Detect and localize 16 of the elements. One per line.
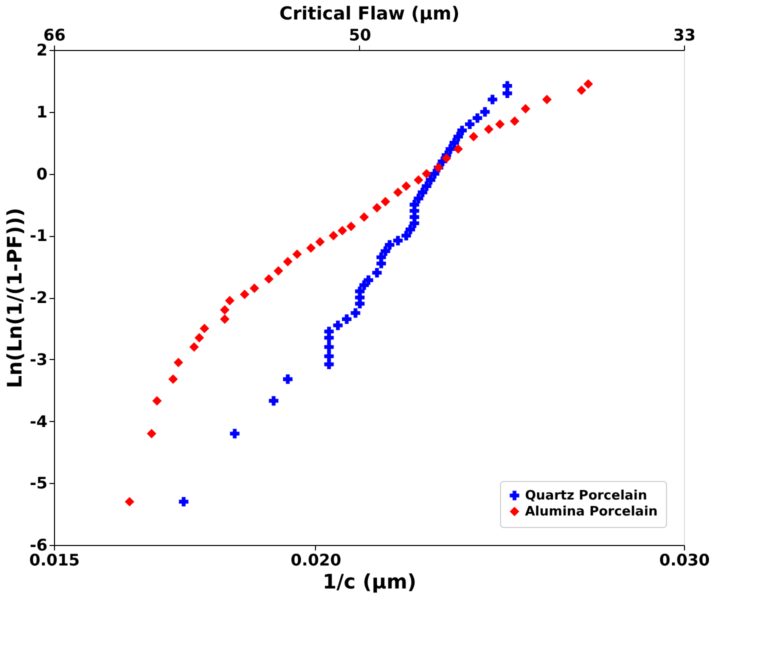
legend-label: Alumina Porcelain xyxy=(525,504,658,520)
x-axis-title: 1/c (μm) xyxy=(322,570,416,594)
y-tick-label: -3 xyxy=(30,350,48,369)
y-axis-title: Ln(Ln(1/(1-PF))) xyxy=(2,208,27,388)
x2-tick-label: 50 xyxy=(348,26,372,44)
y-tick-label: -5 xyxy=(30,474,48,493)
y-tick-label: 1 xyxy=(36,102,48,122)
y-tick-label: -1 xyxy=(30,226,48,246)
x-tick-label: 0.030 xyxy=(659,550,710,570)
x2-tick-label: 33 xyxy=(673,26,696,44)
legend-label: Quartz Porcelain xyxy=(525,488,648,504)
x-tick-label: 0.020 xyxy=(290,550,342,570)
x2-axis-title: Critical Flaw (μm) xyxy=(279,4,460,24)
y-tick-label: 0 xyxy=(36,164,48,184)
y-tick-label: -4 xyxy=(30,412,48,431)
y-tick-label: -2 xyxy=(30,288,48,307)
